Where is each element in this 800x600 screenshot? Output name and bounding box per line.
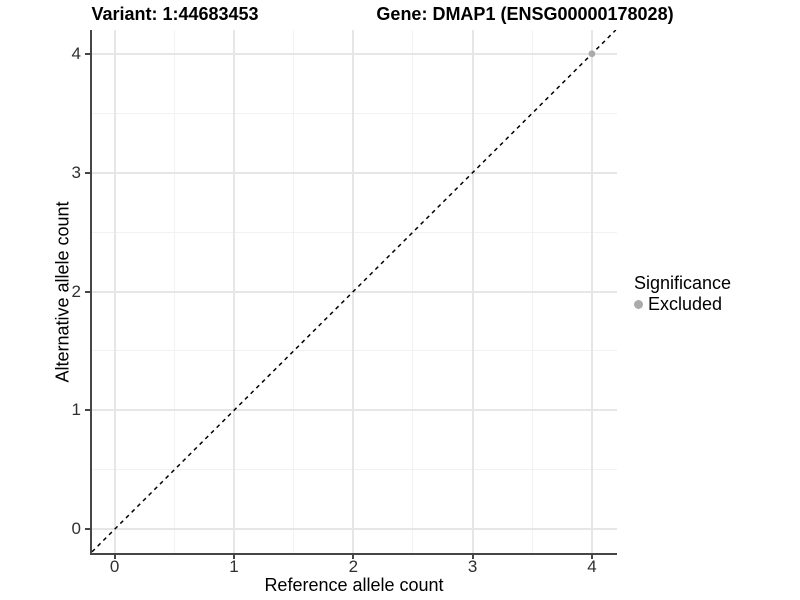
identity-dashed-line <box>92 30 617 553</box>
y-tick <box>85 409 90 412</box>
y-tick <box>85 52 90 55</box>
y-tick <box>85 290 90 293</box>
y-tick-label: 0 <box>71 519 81 539</box>
y-tick-label: 4 <box>71 43 81 63</box>
x-axis-line <box>90 553 617 555</box>
plot-overlay <box>92 30 617 553</box>
y-gridline-major <box>92 171 617 174</box>
legend-entry-label: Excluded <box>648 294 723 314</box>
y-axis-line <box>90 30 92 555</box>
x-tick-label: 0 <box>109 557 120 576</box>
y-gridline-major <box>92 409 617 412</box>
y-tick <box>85 171 90 174</box>
legend-entries: Excluded <box>634 295 731 313</box>
y-gridline-major <box>92 52 617 55</box>
y-gridline-major <box>92 528 617 531</box>
y-gridline-minor <box>92 112 617 114</box>
plot-panel <box>92 30 617 553</box>
x-tick-label: 4 <box>587 557 597 576</box>
legend: Significance Excluded <box>634 274 731 313</box>
y-tick <box>85 528 90 531</box>
x-tick <box>471 555 474 559</box>
y-tick-label: 1 <box>71 400 81 420</box>
x-tick-label: 2 <box>348 557 359 576</box>
x-tick <box>232 555 235 559</box>
x-tick <box>590 555 593 559</box>
plot-title-variant: Variant: 1:44683453 <box>91 4 259 24</box>
legend-title: Significance <box>634 273 732 293</box>
x-tick <box>352 555 355 559</box>
y-gridline-minor <box>92 469 617 471</box>
x-axis-title: Reference allele count <box>264 575 444 595</box>
y-gridline-major <box>92 290 617 293</box>
legend-marker-circle-icon <box>634 299 643 309</box>
y-gridline-minor <box>92 231 617 233</box>
plot-title-gene: Gene: DMAP1 (ENSG00000178028) <box>376 4 674 24</box>
x-tick-label: 3 <box>467 557 478 576</box>
y-tick-label: 2 <box>71 281 81 301</box>
x-tick <box>113 555 116 559</box>
legend-entry: Excluded <box>634 295 731 313</box>
x-tick-label: 1 <box>229 557 239 576</box>
y-tick-label: 3 <box>71 162 81 182</box>
y-gridline-minor <box>92 350 617 352</box>
data-point <box>588 50 596 58</box>
